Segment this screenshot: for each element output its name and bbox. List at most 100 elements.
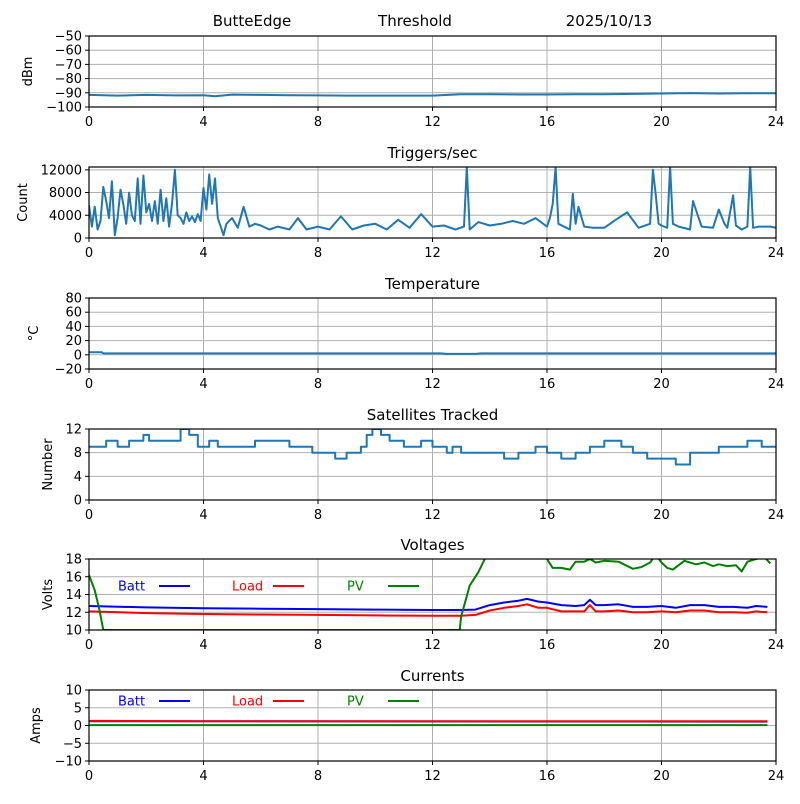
y-tick-label: 12 bbox=[65, 606, 82, 621]
x-tick-label: 4 bbox=[199, 377, 207, 392]
x-tick-label: 24 bbox=[768, 508, 785, 523]
y-tick-label: 10 bbox=[65, 624, 82, 639]
panel-title: Currents bbox=[400, 667, 464, 685]
y-axis-label: Number bbox=[41, 438, 56, 491]
x-tick-label: 0 bbox=[85, 246, 93, 261]
y-tick-label: 4000 bbox=[49, 209, 82, 224]
legend-label-batt: Batt bbox=[118, 695, 145, 710]
y-tick-label: −100 bbox=[46, 101, 82, 116]
series-line-pv bbox=[89, 555, 770, 630]
x-tick-label: 4 bbox=[199, 769, 207, 784]
y-axis-label: Volts bbox=[41, 579, 56, 611]
x-tick-label: 0 bbox=[85, 508, 93, 523]
y-tick-label: 0 bbox=[74, 719, 82, 734]
legend-label-batt: Batt bbox=[118, 580, 145, 595]
x-tick-label: 8 bbox=[314, 115, 322, 130]
y-tick-label: 5 bbox=[74, 701, 82, 716]
triggers-sec-panel: 0 4 8 12 16 20 24 0 4000 8000 12000 Triggers/sec Cou… bbox=[16, 144, 784, 261]
y-axis-label: °C bbox=[27, 326, 42, 342]
y-tick-label: 12000 bbox=[41, 163, 82, 178]
y-tick-label: 20 bbox=[65, 334, 82, 349]
series-line-temperature bbox=[89, 352, 776, 354]
x-tick-label: 20 bbox=[653, 246, 670, 261]
x-tick-label: 16 bbox=[539, 769, 556, 784]
voltages-panel: 0 4 8 12 16 20 24 18 16 14 12 10 Voltages Volts Batt Lo… bbox=[41, 536, 784, 653]
x-tick-label: 24 bbox=[768, 246, 785, 261]
x-tick-label: 20 bbox=[653, 769, 670, 784]
y-tick-label: 12 bbox=[65, 423, 82, 438]
x-tick-label: 16 bbox=[539, 508, 556, 523]
x-tick-label: 8 bbox=[314, 246, 322, 261]
y-tick-label: −20 bbox=[55, 363, 82, 378]
y-tick-label: 8000 bbox=[49, 186, 82, 201]
x-tick-label: 20 bbox=[653, 115, 670, 130]
x-tick-label: 12 bbox=[424, 638, 441, 653]
y-axis-label: Count bbox=[16, 183, 31, 222]
y-tick-label: 80 bbox=[65, 292, 82, 307]
y-tick-label: 0 bbox=[74, 232, 82, 247]
y-tick-label: −60 bbox=[55, 44, 82, 59]
y-tick-label: 18 bbox=[65, 553, 82, 568]
x-tick-label: 8 bbox=[314, 377, 322, 392]
y-tick-label: 4 bbox=[74, 470, 82, 485]
x-tick-label: 16 bbox=[539, 377, 556, 392]
panel-title: Triggers/sec bbox=[387, 144, 478, 162]
legend-label-load: Load bbox=[232, 580, 263, 595]
legend-label-load: Load bbox=[232, 695, 263, 710]
x-tick-label: 0 bbox=[85, 377, 93, 392]
x-tick-label: 8 bbox=[314, 638, 322, 653]
x-tick-label: 20 bbox=[653, 508, 670, 523]
y-tick-label: 8 bbox=[74, 446, 82, 461]
x-tick-label: 4 bbox=[199, 638, 207, 653]
x-tick-label: 12 bbox=[424, 769, 441, 784]
y-axis-label: dBm bbox=[21, 57, 36, 87]
x-tick-label: 4 bbox=[199, 508, 207, 523]
y-tick-label: 0 bbox=[74, 348, 82, 363]
header-mode: Threshold bbox=[377, 12, 452, 30]
legend-label-pv: PV bbox=[347, 695, 364, 710]
panel-title: Voltages bbox=[400, 536, 464, 554]
y-tick-label: 0 bbox=[74, 494, 82, 509]
x-tick-label: 20 bbox=[653, 638, 670, 653]
x-tick-label: 24 bbox=[768, 115, 785, 130]
y-tick-label: 10 bbox=[65, 684, 82, 699]
x-tick-label: 0 bbox=[85, 638, 93, 653]
x-tick-label: 8 bbox=[314, 508, 322, 523]
y-axis-label: Amps bbox=[29, 707, 44, 744]
y-tick-label: 40 bbox=[65, 320, 82, 335]
currents-panel: 0 4 8 12 16 20 24 10 5 0 −5 −10 Currents Amps Batt Load… bbox=[29, 667, 784, 784]
y-tick-label: −5 bbox=[63, 737, 82, 752]
x-tick-label: 0 bbox=[85, 769, 93, 784]
panel-title: Temperature bbox=[384, 275, 480, 293]
x-tick-label: 16 bbox=[539, 115, 556, 130]
series-line-batt bbox=[89, 599, 767, 610]
x-tick-label: 16 bbox=[539, 638, 556, 653]
x-tick-label: 4 bbox=[199, 246, 207, 261]
x-tick-label: 16 bbox=[539, 246, 556, 261]
x-tick-label: 12 bbox=[424, 246, 441, 261]
y-tick-label: −90 bbox=[55, 86, 82, 101]
y-tick-label: 16 bbox=[65, 570, 82, 585]
legend-label-pv: PV bbox=[347, 580, 364, 595]
header-date: 2025/10/13 bbox=[566, 12, 652, 30]
x-tick-label: 4 bbox=[199, 115, 207, 130]
y-tick-label: 60 bbox=[65, 306, 82, 321]
x-tick-label: 24 bbox=[768, 769, 785, 784]
header-station: ButteEdge bbox=[213, 12, 292, 30]
x-tick-label: 0 bbox=[85, 115, 93, 130]
panel-title: Satellites Tracked bbox=[367, 406, 498, 424]
satellites-tracked-panel: 0 4 8 12 16 20 24 12 8 4 0 Satellites Tracked Number bbox=[41, 406, 784, 523]
x-tick-label: 24 bbox=[768, 638, 785, 653]
x-tick-label: 8 bbox=[314, 769, 322, 784]
x-tick-label: 12 bbox=[424, 377, 441, 392]
y-tick-label: −50 bbox=[55, 30, 82, 45]
x-tick-label: 12 bbox=[424, 508, 441, 523]
x-tick-label: 20 bbox=[653, 377, 670, 392]
y-tick-label: 14 bbox=[65, 588, 82, 603]
y-tick-label: −70 bbox=[55, 58, 82, 73]
y-tick-label: −10 bbox=[55, 755, 82, 770]
y-tick-label: −80 bbox=[55, 72, 82, 87]
